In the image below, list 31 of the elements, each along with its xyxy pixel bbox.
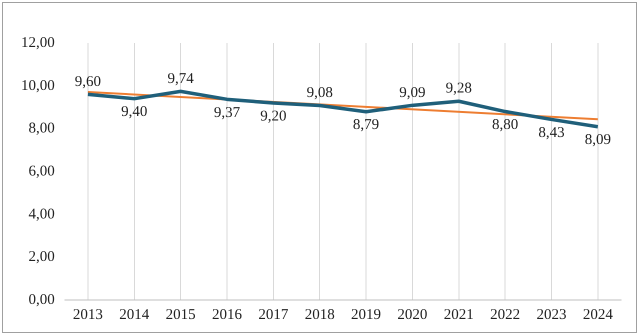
data-label: 8,09: [584, 132, 611, 148]
x-tick-label: 2023: [536, 306, 566, 323]
data-label: 8,79: [352, 117, 380, 134]
y-tick-label: 0,00: [28, 292, 55, 308]
data-label: 9,28: [446, 80, 472, 97]
data-label: 9,08: [306, 84, 333, 101]
data-label: 8,80: [492, 116, 518, 133]
x-tick-label: 2020: [397, 306, 428, 323]
x-tick-label: 2022: [490, 306, 520, 323]
data-label: 9,20: [260, 108, 286, 124]
data-label: 9,09: [399, 84, 426, 101]
x-tick-label: 2018: [304, 306, 335, 323]
y-tick-label: 8,00: [28, 120, 55, 137]
x-tick-label: 2014: [119, 306, 150, 323]
data-label: 9,37: [214, 104, 241, 121]
y-tick-label: 10,00: [21, 78, 55, 94]
x-tick-label: 2016: [212, 306, 242, 323]
data-label: 9,74: [168, 70, 194, 87]
y-tick-label: 2,00: [28, 249, 55, 266]
x-tick-label: 2013: [72, 306, 103, 323]
x-tick-label: 2017: [258, 306, 289, 323]
y-tick-label: 6,00: [28, 163, 55, 180]
y-tick-label: 12,00: [21, 34, 55, 51]
x-tick-label: 2021: [444, 306, 474, 323]
data-label: 8,43: [538, 124, 565, 141]
data-label: 9,60: [74, 74, 102, 90]
x-tick-label: 2024: [582, 306, 614, 323]
x-tick-label: 2019: [351, 306, 382, 323]
y-tick-label: 4,00: [28, 206, 55, 222]
x-tick-label: 2015: [166, 306, 196, 323]
data-label: 9,40: [121, 104, 148, 120]
